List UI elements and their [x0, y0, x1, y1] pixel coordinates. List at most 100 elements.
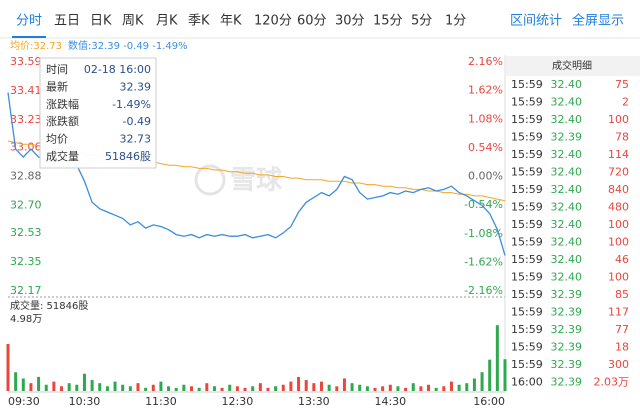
volume-bar [243, 387, 247, 391]
volume-bar [472, 378, 476, 391]
trade-time: 15:59 [511, 131, 543, 144]
y-tick-label: 33.23 [10, 113, 42, 126]
trade-time: 15:59 [511, 288, 543, 301]
x-tick-label: 12:30 [222, 395, 254, 408]
trade-price: 32.39 [551, 376, 583, 389]
tab[interactable]: 周K [122, 14, 144, 29]
volume-bar [304, 380, 308, 391]
volume-bar [258, 383, 262, 391]
volume-bar [190, 386, 194, 391]
trade-volume: 78 [615, 131, 629, 144]
volume-bar [105, 386, 109, 391]
volume-bar [365, 386, 369, 391]
volume-bar [251, 386, 255, 391]
tab[interactable]: 五日 [54, 14, 80, 29]
volume-bar [297, 376, 301, 391]
tab[interactable]: 1分 [445, 14, 466, 29]
y2-tick-label: -0.54% [464, 198, 503, 211]
tab[interactable]: 120分 [254, 14, 292, 29]
tooltip-label: 成交量 [46, 149, 79, 163]
tooltip-value: 32.39 [120, 80, 152, 93]
tool-link[interactable]: 全屏显示 [572, 13, 624, 29]
volume-bar [427, 384, 431, 391]
volume-bar [281, 384, 285, 391]
trade-time: 15:59 [511, 358, 543, 371]
tooltip-value: -1.49% [112, 98, 151, 111]
series-line [7, 92, 506, 256]
volume-bar [419, 386, 423, 391]
trade-price: 32.40 [551, 148, 583, 161]
volume-bar [44, 384, 48, 391]
tab[interactable]: 年K [220, 14, 242, 29]
trade-time: 15:59 [511, 271, 543, 284]
x-tick-label: 14:30 [374, 395, 406, 408]
tab[interactable]: 季K [188, 14, 210, 29]
volume-bar [274, 386, 278, 391]
x-tick-label: 11:30 [145, 395, 177, 408]
trade-time: 15:59 [511, 341, 543, 354]
tooltip-label: 均价 [46, 133, 68, 146]
volume-bar [358, 384, 362, 391]
y2-tick-label: -1.08% [464, 227, 503, 240]
volume-bar [121, 384, 125, 391]
legend-entry: 数值:32.39 -0.49 -1.49% [68, 39, 188, 52]
y-tick-label: 32.88 [10, 170, 42, 183]
trade-price: 32.40 [551, 166, 583, 179]
tab[interactable]: 分时 [16, 14, 42, 29]
x-tick-label: 16:00 [473, 395, 505, 408]
trade-volume: 18 [615, 341, 629, 354]
trade-volume: 46 [615, 253, 629, 266]
volume-bar [98, 383, 102, 391]
y-tick-label: 32.53 [10, 226, 42, 239]
trade-volume: 77 [615, 323, 629, 336]
tool-link[interactable]: 区间统计 [510, 14, 562, 29]
tooltip-label: 最新 [46, 79, 68, 93]
volume-bar [289, 381, 293, 391]
x-tick-label: 10:30 [69, 395, 101, 408]
y2-tick-label: 0.00% [468, 170, 503, 183]
tooltip-label: 涨跌额 [46, 114, 79, 128]
trade-volume: 720 [608, 166, 629, 179]
volume-bar [82, 373, 86, 391]
volume-bar [21, 378, 25, 391]
tab[interactable]: 30分 [335, 14, 365, 29]
trade-time: 15:59 [511, 148, 543, 161]
trade-time: 16:00 [511, 376, 543, 389]
volume-bar [404, 387, 408, 391]
trade-price: 32.40 [551, 113, 583, 126]
volume-bar [411, 383, 415, 391]
tooltip-value: 32.73 [120, 133, 152, 146]
trade-volume: 100 [608, 113, 629, 126]
trade-volume: 117 [608, 306, 629, 319]
volume-bar [457, 384, 461, 391]
volume-bar [373, 387, 377, 391]
volume-bar [174, 387, 178, 391]
y2-tick-label: 0.54% [468, 141, 503, 154]
trade-time: 15:59 [511, 166, 543, 179]
tooltip-label: 涨跌幅 [46, 97, 79, 111]
trade-time: 15:59 [511, 323, 543, 336]
tab[interactable]: 15分 [373, 14, 403, 29]
x-tick-label: 13:30 [298, 395, 330, 408]
trade-price: 32.39 [551, 306, 583, 319]
trade-volume: 114 [608, 148, 629, 161]
tab[interactable]: 日K [90, 14, 112, 29]
trade-header-bg [506, 56, 640, 76]
volume-bar [151, 384, 155, 391]
watermark-logo [194, 164, 226, 196]
volume-bar [495, 325, 499, 391]
tooltip-label: 时间 [46, 63, 68, 76]
trade-time: 15:59 [511, 306, 543, 319]
tab[interactable]: 5分 [411, 14, 432, 29]
trade-price: 32.39 [551, 341, 583, 354]
tab[interactable]: 60分 [297, 14, 327, 29]
trade-price: 32.40 [551, 78, 583, 91]
y-tick-label: 32.35 [10, 255, 42, 268]
tab[interactable]: 月K [156, 14, 178, 29]
volume-bar [212, 386, 216, 391]
volume-bar [144, 387, 148, 391]
tooltip-box [39, 57, 157, 169]
trade-volume: 100 [608, 218, 629, 231]
volume-bar [327, 384, 331, 391]
trade-volume: 480 [608, 201, 629, 214]
